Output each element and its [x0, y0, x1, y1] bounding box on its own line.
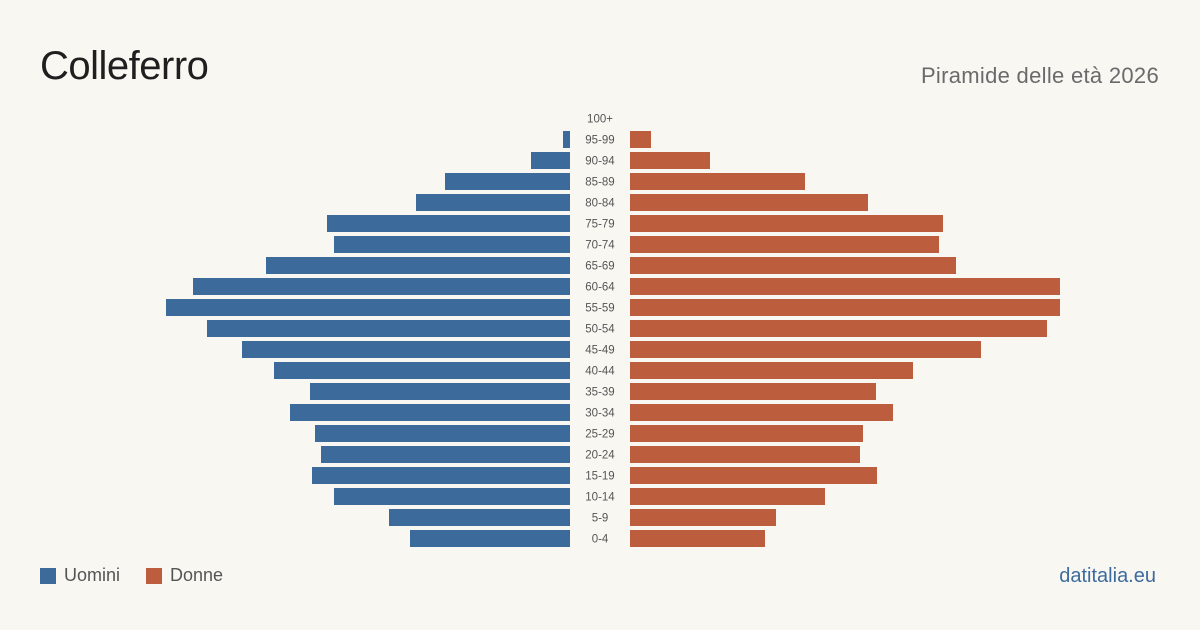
bar-women-55-59	[630, 299, 1060, 316]
age-label-15-19: 15-19	[585, 471, 614, 483]
bar-men-35-39	[310, 383, 570, 400]
bar-men-45-49	[242, 341, 570, 358]
bar-women-65-69	[630, 257, 956, 274]
age-label-45-49: 45-49	[585, 345, 614, 357]
bar-men-40-44	[274, 362, 570, 379]
age-label-90-94: 90-94	[585, 156, 615, 168]
bar-women-50-54	[630, 320, 1047, 337]
bar-men-25-29	[315, 425, 570, 442]
age-label-75-79: 75-79	[585, 219, 614, 231]
bar-men-95-99	[563, 131, 570, 148]
age-label-30-34: 30-34	[585, 408, 615, 420]
legend-swatch-women	[146, 567, 163, 584]
bar-women-25-29	[630, 425, 863, 442]
chart-subtitle: Piramide delle età 2026	[920, 63, 1159, 88]
age-label-85-89: 85-89	[585, 177, 614, 189]
bar-women-5-9	[630, 509, 776, 526]
bar-men-70-74	[334, 236, 570, 253]
bar-men-30-34	[290, 404, 570, 421]
bar-women-60-64	[630, 278, 1060, 295]
bar-men-75-79	[327, 215, 570, 232]
bar-women-10-14	[630, 488, 825, 505]
age-label-25-29: 25-29	[585, 429, 614, 441]
bar-women-40-44	[630, 362, 913, 379]
age-label-0-4: 0-4	[592, 534, 609, 546]
bar-men-65-69	[266, 257, 570, 274]
legend-item-women: Donne	[146, 565, 223, 586]
age-label-5-9: 5-9	[592, 513, 609, 525]
bar-women-75-79	[630, 215, 943, 232]
bar-women-30-34	[630, 404, 893, 421]
age-label-20-24: 20-24	[585, 450, 615, 462]
legend-item-men: Uomini	[40, 565, 120, 586]
bar-men-90-94	[531, 152, 570, 169]
bar-women-95-99	[630, 131, 651, 148]
legend-label-women: Donne	[170, 565, 224, 585]
age-label-70-74: 70-74	[585, 240, 615, 252]
brand-link[interactable]: datitalia.eu	[1059, 565, 1156, 587]
bar-men-80-84	[416, 194, 570, 211]
chart-legend: Uomini Donne	[40, 565, 249, 586]
bar-men-60-64	[193, 278, 570, 295]
age-label-100plus: 100+	[587, 114, 613, 126]
page-title: Colleferro	[40, 44, 209, 88]
legend-swatch-men	[40, 567, 56, 584]
age-label-65-69: 65-69	[585, 261, 614, 273]
age-label-55-59: 55-59	[585, 303, 614, 315]
age-label-95-99: 95-99	[585, 135, 614, 147]
bar-men-20-24	[321, 446, 570, 463]
age-label-50-54: 50-54	[585, 324, 615, 336]
bar-men-10-14	[334, 488, 570, 505]
bar-women-45-49	[630, 341, 981, 358]
bar-women-0-4	[630, 530, 765, 547]
bar-women-20-24	[630, 446, 860, 463]
age-label-80-84: 80-84	[585, 198, 615, 210]
bar-men-55-59	[166, 299, 570, 316]
bar-men-50-54	[207, 320, 570, 337]
bar-women-35-39	[630, 383, 876, 400]
legend-label-men: Uomini	[64, 565, 121, 585]
bar-women-85-89	[630, 173, 805, 190]
age-label-10-14: 10-14	[585, 492, 615, 504]
bar-men-85-89	[445, 173, 570, 190]
bar-women-80-84	[630, 194, 868, 211]
bar-men-5-9	[389, 509, 570, 526]
bar-men-15-19	[312, 467, 570, 484]
bar-women-90-94	[630, 152, 710, 169]
bar-women-15-19	[630, 467, 877, 484]
age-label-35-39: 35-39	[585, 387, 614, 399]
bar-women-70-74	[630, 236, 939, 253]
age-label-60-64: 60-64	[585, 282, 615, 294]
bar-men-0-4	[410, 530, 570, 547]
age-label-40-44: 40-44	[585, 366, 615, 378]
